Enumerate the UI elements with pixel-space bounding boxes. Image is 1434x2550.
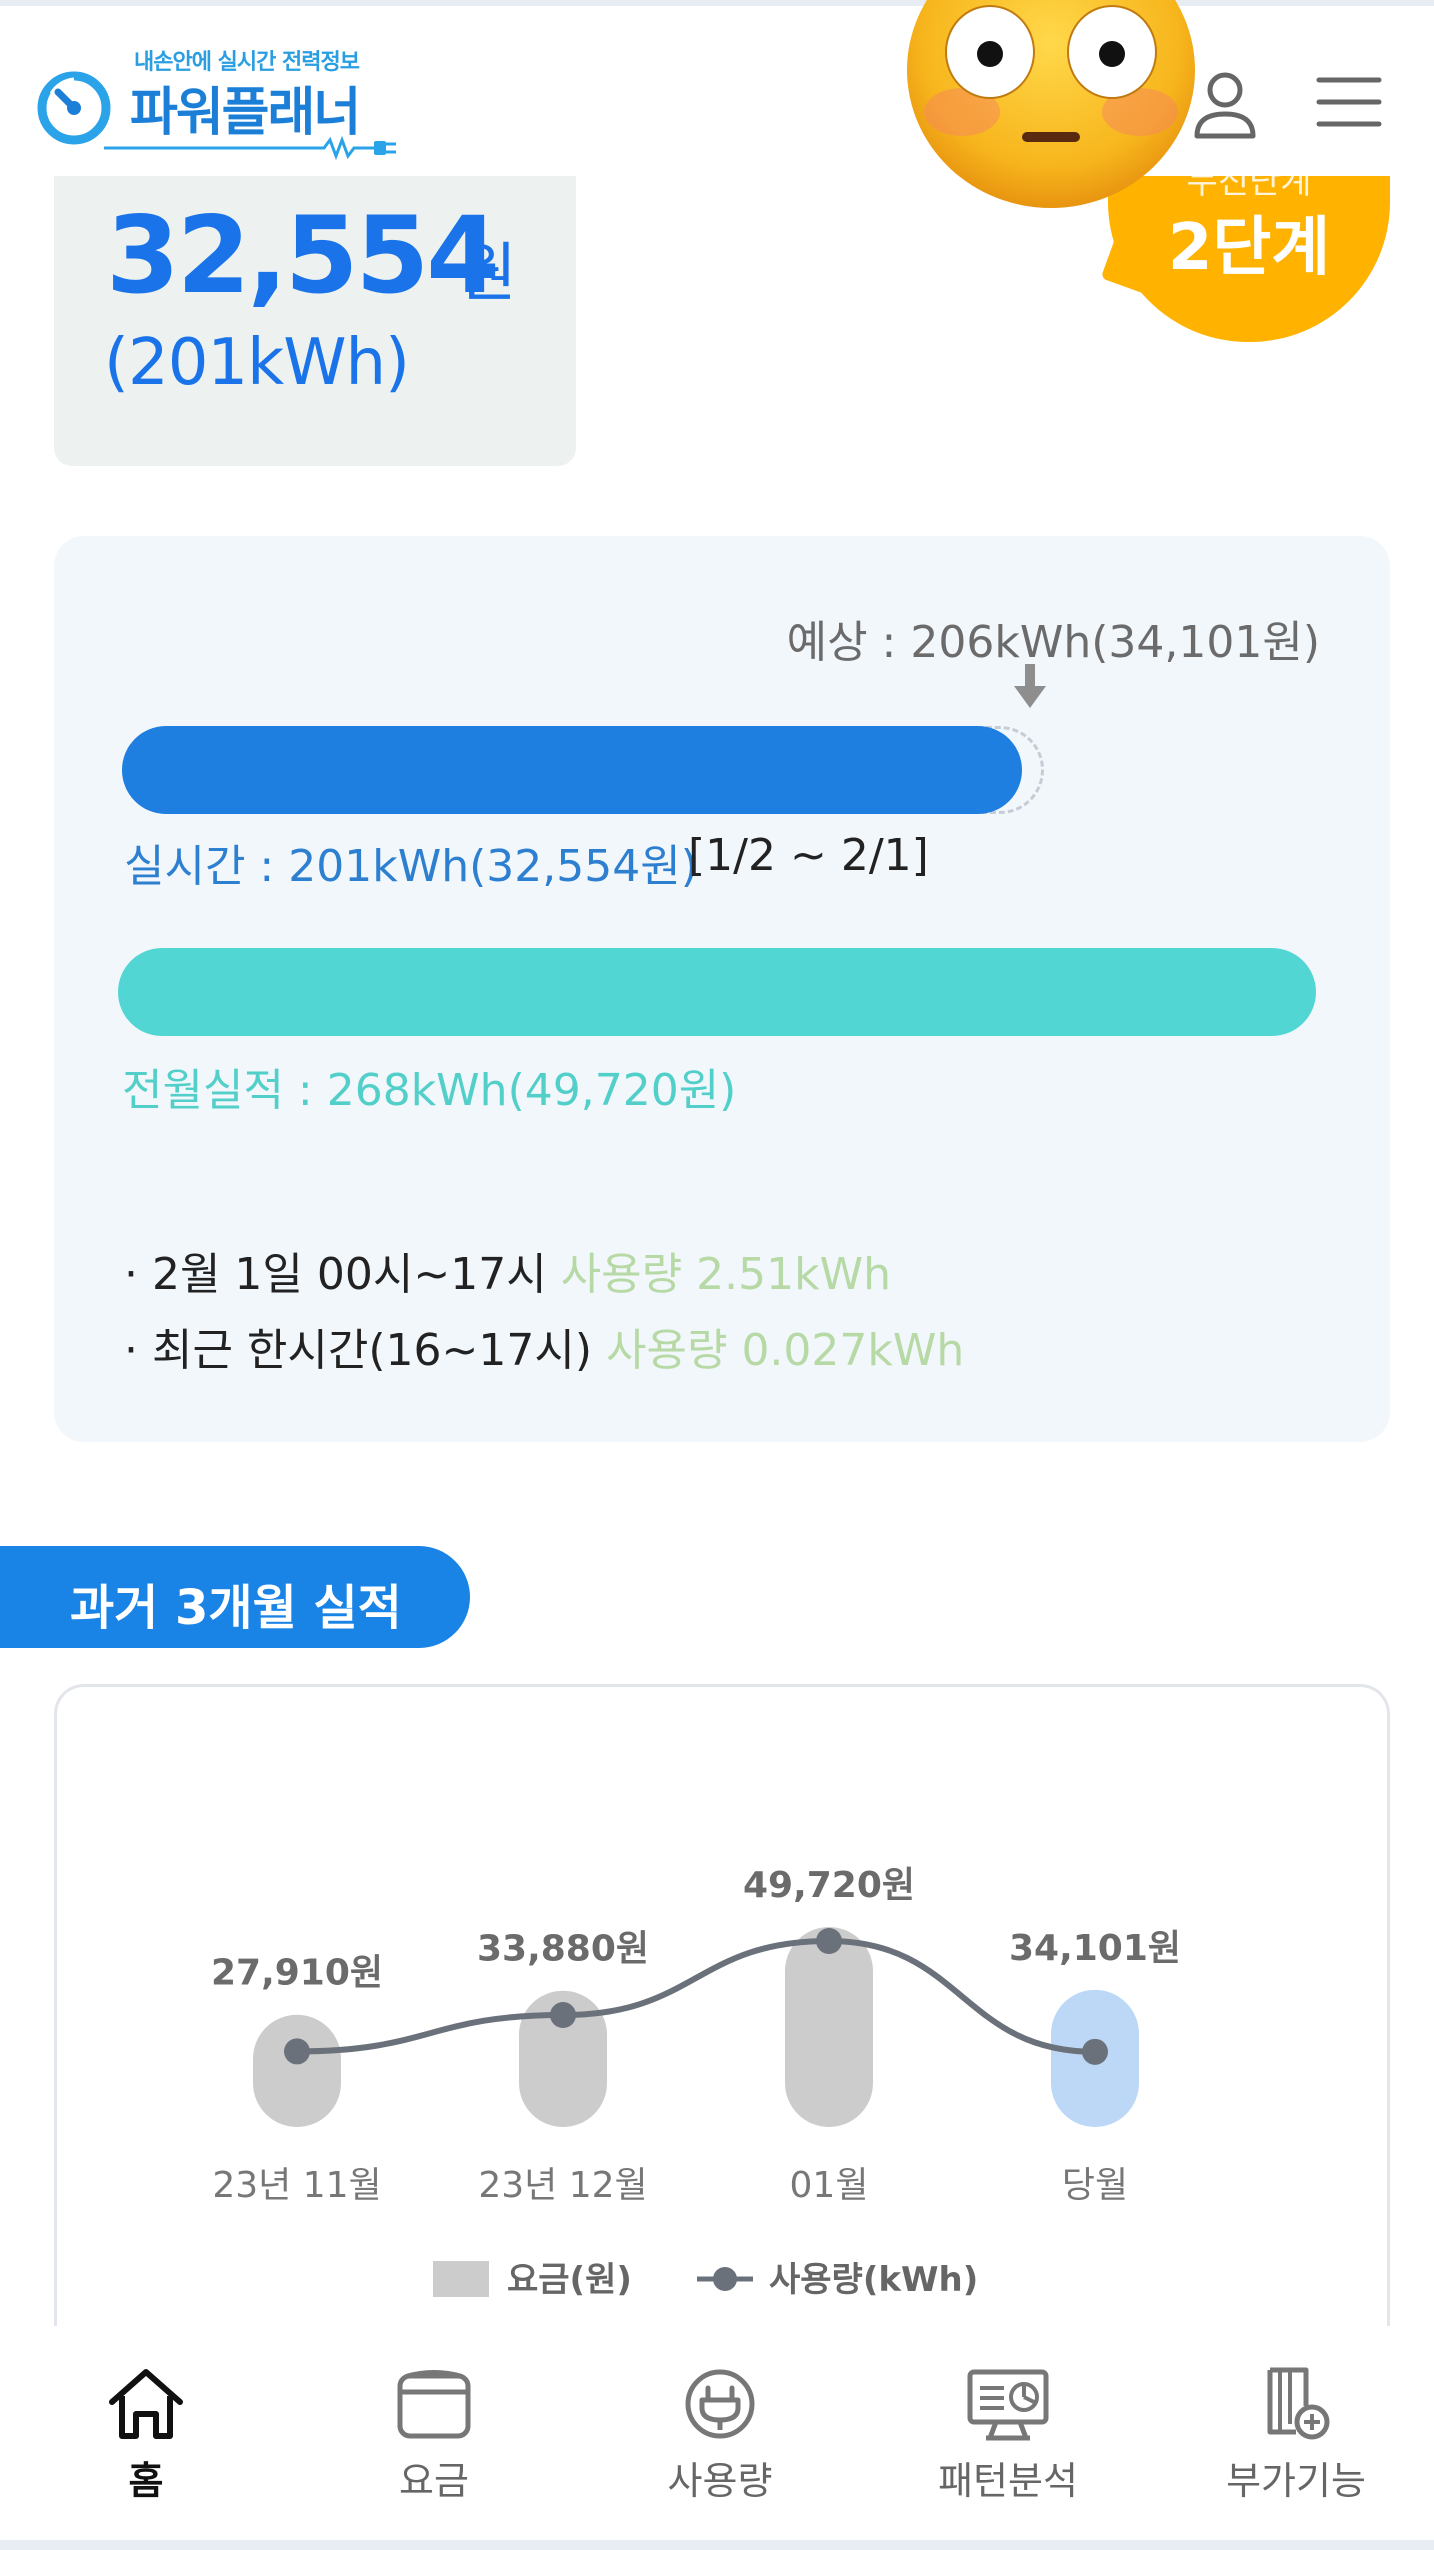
current-bill-unit: 원 (458, 237, 517, 311)
step-badge-value: 2단계 (1167, 211, 1331, 285)
legend-bar-swatch (433, 2261, 489, 2297)
document-plus-icon (1267, 2367, 1330, 2440)
past-3-months-tab: 과거 3개월 실적 (0, 1546, 470, 1648)
nav-label-bill: 요금 (399, 2459, 469, 2503)
bill-bar-1 (519, 1990, 607, 2127)
monitor-chart-icon (967, 2369, 1049, 2441)
legend-bar-label: 요금(원) (507, 2260, 632, 2300)
bill-label-0: 27,910원 (211, 1953, 383, 1994)
hamburger-menu-icon[interactable] (1316, 72, 1382, 132)
legend-line-label: 사용량(kWh) (769, 2260, 978, 2300)
plug-icon (685, 2369, 755, 2439)
bill-label-2: 49,720원 (743, 1865, 915, 1906)
category-label-0: 23년 11월 (212, 2165, 381, 2206)
category-label-2: 01월 (790, 2165, 869, 2206)
legend-line-point (713, 2267, 737, 2291)
bill-bar-0 (253, 2014, 341, 2127)
bill-label-1: 33,880원 (477, 1929, 649, 1970)
category-label-3: 당월 (1062, 2165, 1128, 2206)
plug-wire-icon (104, 135, 396, 161)
nav-label-extras: 부가기능 (1226, 2459, 1366, 2503)
billing-period-range: [1/2 ~ 2/1] (688, 830, 929, 881)
today-usage-period: · 2월 1일 00시~17시 (124, 1249, 561, 1300)
nav-label-pattern: 패턴분석 (938, 2459, 1078, 2503)
recent-hour-usage-info: · 최근 한시간(16~17시) 사용량 0.027kWh (124, 1314, 964, 1378)
today-usage-info: · 2월 1일 00시~17시 사용량 2.51kWh (124, 1238, 891, 1302)
current-bill-amount: 32,554 (106, 194, 500, 317)
bottom-divider (0, 2540, 1434, 2550)
section-title: 과거 3개월 실적 (70, 1580, 402, 1636)
today-usage-value: 사용량 2.51kWh (560, 1249, 891, 1300)
previous-month-bar (118, 948, 1316, 1036)
gauge-icon (37, 71, 111, 145)
nav-item-bill[interactable]: 요금 (334, 2366, 534, 2526)
usage-progress-panel: 예상 : 206kWh(34,101원) 실시간 : 201kWh(32,554… (54, 536, 1390, 1442)
app-logo[interactable]: 내손안에 실시간 전력정보 파워플래너 (34, 38, 414, 168)
bill-bar-2 (785, 1927, 873, 2127)
expected-usage-label: 예상 : 206kWh(34,101원) (786, 617, 1320, 668)
current-usage-kwh: (201kWh) (104, 326, 410, 400)
arrow-down-icon (1014, 664, 1046, 708)
logo-wordmark: 파워플래너 (130, 83, 361, 143)
nav-item-extras[interactable]: 부가기능 (1196, 2366, 1396, 2526)
wallet-icon (397, 2370, 471, 2439)
usage-point-0 (284, 2038, 310, 2065)
usage-point-1 (550, 2002, 576, 2029)
app-header: 내손안에 실시간 전력정보 파워플래너 (0, 6, 1434, 176)
realtime-usage-bar (122, 726, 1022, 814)
usage-line (296, 1937, 1096, 2055)
category-label-1: 23년 12월 (478, 2165, 647, 2206)
usage-point-2 (816, 1928, 842, 1954)
nav-item-home[interactable]: 홈 (46, 2366, 246, 2526)
nav-label-home: 홈 (128, 2459, 164, 2503)
past-3-months-chart: 27,910원 23년 11월 33,880원 23년 12월 49,720원 01월 34… (211, 1865, 1181, 2300)
nav-label-usage: 사용량 (667, 2459, 773, 2503)
nav-item-pattern[interactable]: 패턴분석 (908, 2366, 1108, 2526)
bill-label-3: 34,101원 (1009, 1928, 1181, 1969)
bottom-navigation: 홈 요금 사용량 패턴분석 (0, 2326, 1434, 2550)
realtime-usage-label: 실시간 : 201kWh(32,554원) (124, 841, 698, 892)
home-icon (109, 2369, 183, 2439)
usage-point-3 (1082, 2038, 1108, 2065)
logo-tagline: 내손안에 실시간 전력정보 (134, 50, 360, 75)
nav-item-usage[interactable]: 사용량 (620, 2366, 820, 2526)
past-3-months-chart-card: 27,910원 23년 11월 33,880원 23년 12월 49,720원 01월 34… (54, 1684, 1390, 2384)
recent-hour-period: · 최근 한시간(16~17시) (124, 1325, 607, 1376)
recent-hour-value: 사용량 0.027kWh (606, 1325, 965, 1376)
flushed-face-emoji (907, 0, 1195, 208)
previous-month-label: 전월실적 : 268kWh(49,720원) (122, 1065, 737, 1116)
current-bill-card: 32,554 원 (201kWh) (54, 176, 576, 466)
status-divider (0, 0, 1434, 6)
user-icon[interactable] (1190, 66, 1260, 146)
